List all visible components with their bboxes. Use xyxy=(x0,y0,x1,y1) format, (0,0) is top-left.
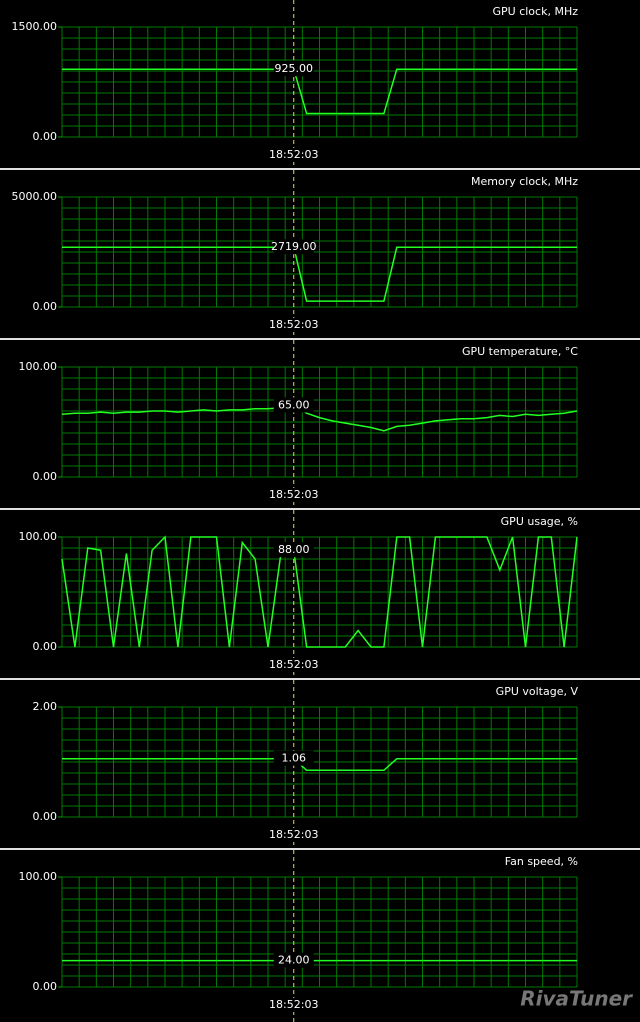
x-tick-label: 18:52:03 xyxy=(269,998,318,1011)
panel: 0.00 100.00 GPU usage, % 18:52:03 88.00 xyxy=(0,508,640,678)
y-tick-label: 5000.00 xyxy=(12,190,58,203)
value-label-bg xyxy=(273,397,314,413)
time-label-bg xyxy=(267,148,320,162)
x-tick-label: 18:52:03 xyxy=(269,318,318,331)
chart-title: Memory clock, MHz xyxy=(471,175,578,188)
series-line xyxy=(62,757,577,772)
y-tick-label: 100.00 xyxy=(19,360,58,373)
separator xyxy=(0,168,640,170)
separator xyxy=(0,848,640,850)
watermark: RivaTuner xyxy=(520,987,633,1011)
y-tick-label: 1500.00 xyxy=(12,20,58,33)
separator xyxy=(0,508,640,510)
value-label: 925.00 xyxy=(275,62,314,75)
separator xyxy=(0,338,640,340)
panel: 0.00 100.00 GPU temperature, °C 18:52:03 65.… xyxy=(0,338,640,508)
value-label: 2719.00 xyxy=(271,240,317,253)
chart-title: GPU temperature, °C xyxy=(462,345,578,358)
value-label-bg xyxy=(273,750,314,766)
value-label: 24.00 xyxy=(278,954,310,967)
value-label: 1.06 xyxy=(282,752,307,765)
series-line xyxy=(62,68,577,115)
y-tick-label: 100.00 xyxy=(19,870,58,883)
time-label-bg xyxy=(267,658,320,672)
time-label-bg xyxy=(267,488,320,502)
time-label-bg xyxy=(267,318,320,332)
x-tick-label: 18:52:03 xyxy=(269,148,318,161)
x-tick-label: 18:52:03 xyxy=(269,658,318,671)
y-tick-label: 0.00 xyxy=(33,300,58,313)
time-label-bg xyxy=(267,998,320,1012)
series-line xyxy=(62,246,577,302)
y-tick-label: 0.00 xyxy=(33,130,58,143)
panel: 0.00 5000.00 Memory clock, MHz 18:52:03 2719… xyxy=(0,168,640,338)
separator xyxy=(0,678,640,680)
value-label: 88.00 xyxy=(278,543,310,556)
y-tick-label: 0.00 xyxy=(33,470,58,483)
y-tick-label: 2.00 xyxy=(33,700,58,713)
panel: 0.00 1500.00 GPU clock, MHz 18:52:03 925.00 xyxy=(12,0,579,168)
y-tick-label: 0.00 xyxy=(33,640,58,653)
chart-title: GPU clock, MHz xyxy=(493,5,579,18)
x-tick-label: 18:52:03 xyxy=(269,488,318,501)
panel: 0.00 100.00 Fan speed, % 18:52:03 24.00 xyxy=(0,848,640,1022)
y-tick-label: 0.00 xyxy=(33,810,58,823)
series-line xyxy=(61,535,578,648)
y-tick-label: 100.00 xyxy=(19,530,58,543)
panel: 0.00 2.00 GPU voltage, V 18:52:03 1.06 xyxy=(0,678,640,848)
time-label-bg xyxy=(267,828,320,842)
chart-title: GPU usage, % xyxy=(501,515,578,528)
series-line xyxy=(61,404,578,432)
chart-title: Fan speed, % xyxy=(505,855,578,868)
x-tick-label: 18:52:03 xyxy=(269,828,318,841)
value-label-bg xyxy=(273,542,314,558)
y-tick-label: 0.00 xyxy=(33,980,58,993)
chart-title: GPU voltage, V xyxy=(496,685,579,698)
value-label-bg xyxy=(273,61,314,77)
value-label: 65.00 xyxy=(278,399,310,412)
value-label-bg xyxy=(273,239,314,255)
value-label-bg xyxy=(273,952,314,968)
